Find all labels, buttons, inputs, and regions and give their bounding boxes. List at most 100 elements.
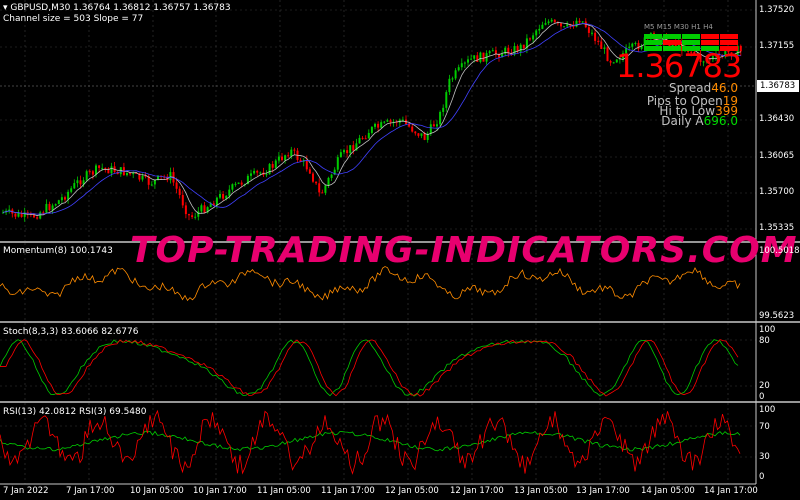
candle (597, 36, 600, 46)
candle (315, 181, 318, 186)
strength-cell (682, 40, 700, 45)
candle (501, 50, 504, 58)
candle (17, 209, 20, 218)
candle (591, 29, 593, 36)
candle (556, 20, 559, 26)
y-tick: 1.36065 (759, 151, 795, 161)
candle (203, 202, 206, 214)
candle (547, 19, 550, 26)
candle (85, 169, 88, 183)
candle (386, 118, 389, 123)
y-tick: 1.35335 (759, 223, 795, 233)
candle (494, 46, 497, 58)
momentum-line (0, 266, 741, 302)
strength-cell (663, 34, 681, 39)
candle (460, 58, 463, 71)
candle (184, 202, 187, 219)
candle (312, 171, 314, 183)
candle (699, 49, 702, 66)
candle (711, 52, 714, 63)
candle (532, 32, 535, 44)
candle (594, 28, 597, 45)
candle (352, 140, 355, 155)
candle (374, 122, 376, 130)
candle (581, 21, 584, 24)
momentum-label: Momentum(8) 100.1743 (3, 246, 113, 256)
stoch-label: Stoch(8,3,3) 83.6066 82.6776 (3, 327, 139, 337)
candle (82, 177, 85, 188)
candle (367, 129, 370, 139)
candle (209, 201, 212, 208)
candle (11, 208, 14, 218)
x-tick: 11 Jan 05:00 (257, 486, 311, 496)
strength-cell (682, 34, 700, 39)
candle (113, 162, 116, 174)
candle (194, 212, 197, 220)
candle (702, 60, 705, 67)
candle (625, 44, 628, 55)
slow-moving-average-line (2, 23, 741, 215)
candle (330, 173, 333, 181)
candle (705, 55, 708, 64)
candle (612, 61, 615, 64)
timeframe-labels: M5 M15 M30 H1 H4 (644, 23, 713, 31)
candle (76, 176, 79, 188)
candle (361, 136, 364, 140)
candle (640, 43, 643, 51)
strength-cell (644, 34, 662, 39)
candle (8, 205, 11, 214)
y-tick: 1.37520 (759, 5, 795, 15)
strength-cell (701, 34, 719, 39)
candle (126, 172, 128, 177)
candle (107, 167, 110, 174)
strength-cell (644, 40, 662, 45)
candle (188, 213, 190, 221)
rsi-label: RSI(13) 42.0812 RSI(3) 69.5480 (3, 407, 147, 417)
x-tick: 14 Jan 05:00 (641, 486, 695, 496)
candle (57, 199, 60, 205)
timeframe-strength-bars (644, 34, 738, 51)
strength-cell (701, 40, 719, 45)
candle (439, 110, 442, 127)
candle (281, 153, 283, 162)
candle (191, 211, 194, 219)
momentum-y-tick: 99.5623 (759, 311, 795, 321)
candle (467, 55, 469, 66)
candle (274, 158, 277, 170)
big-price-display: 1.36783 (616, 47, 742, 85)
candle (88, 169, 91, 175)
candle (64, 195, 66, 202)
x-tick: 11 Jan 17:00 (321, 486, 375, 496)
candle (219, 190, 221, 200)
candle (20, 210, 23, 218)
stoch-y-tick: 0 (759, 392, 765, 402)
stoch-y-tick: 20 (759, 381, 770, 391)
strength-cell (720, 40, 738, 45)
candle (482, 52, 485, 62)
strength-cell (644, 46, 662, 51)
candle (584, 18, 587, 29)
candle (265, 170, 268, 178)
candle (290, 146, 293, 160)
candle (231, 183, 234, 193)
candle (560, 22, 562, 30)
candle (150, 181, 153, 187)
candle (637, 40, 640, 52)
candle (302, 158, 305, 167)
candle (578, 18, 581, 24)
candle (538, 24, 541, 35)
rsi-y-tick: 100 (759, 405, 776, 415)
candle (200, 203, 203, 214)
candle (457, 64, 460, 72)
candle (398, 118, 401, 127)
strength-cell (720, 46, 738, 51)
collapse-triangle-icon[interactable]: ▾ (3, 3, 8, 13)
symbol-info: ▾ GBPUSD,M30 1.36764 1.36812 1.36757 1.3… (3, 3, 231, 14)
candle (343, 148, 345, 155)
y-tick: 1.35700 (759, 187, 795, 197)
candle (448, 74, 451, 95)
candle (690, 50, 693, 57)
candle (708, 58, 711, 64)
candle (739, 44, 742, 57)
